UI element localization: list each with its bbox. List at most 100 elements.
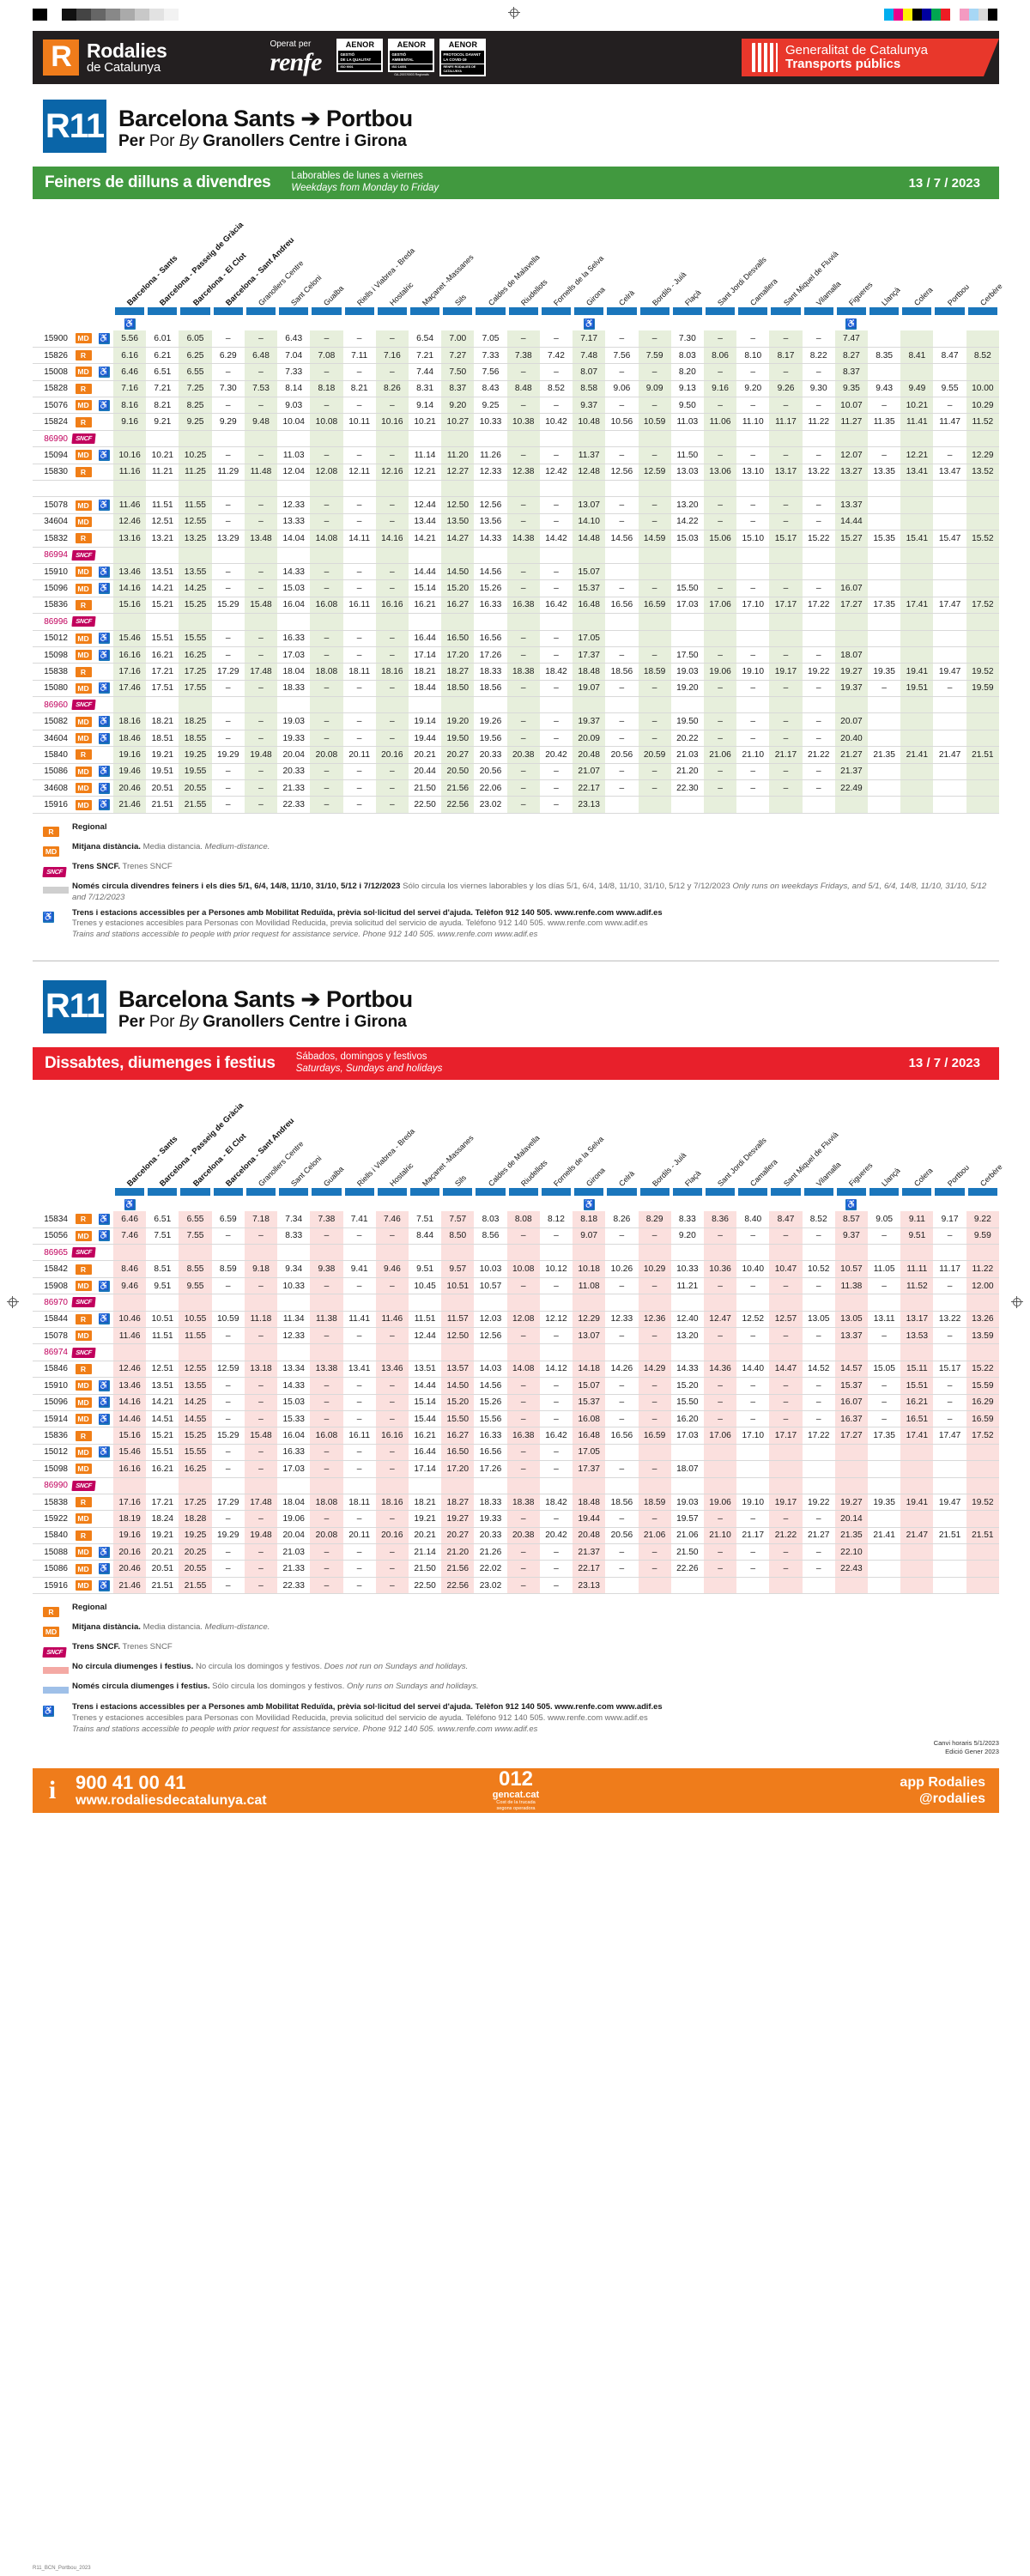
timetable-row[interactable]: 15012 MD ♿ 15.46 15.51 15.55– –16.33– – –16.44 16… [33,630,999,647]
timetable-row[interactable]: 15088 MD ♿ 20.16 20.21 20.25– –21.03– – –21.14 21… [33,1543,999,1561]
departure-time-cell: 13.53 [900,1327,934,1345]
timetable-row[interactable]: 15012 MD ♿ 15.46 15.51 15.55– –16.33– – –16.44 16… [33,1444,999,1462]
timetable-row[interactable]: 15916 MD ♿ 21.46 21.51 21.55– –22.33– – –22.50 22… [33,1577,999,1595]
timetable-row[interactable]: 15826 R 6.16 6.21 6.25 6.29 6.48 7.04 7.08 7.11 7.… [33,347,999,365]
timetable-row[interactable]: 15078 MD ♿ 11.46 11.51 11.55– –12.33– – –12.44 12… [33,496,999,514]
departure-time-cell: 16.48 [573,597,606,615]
operated-by-label: Operat per [270,39,312,49]
train-number-cell: 15076 [33,397,72,415]
train-accessible-cell: ♿ [94,496,113,514]
timetable-row[interactable]: 15840 R 19.16 19.21 19.25 19.29 19.48 20.04 20.0… [33,1527,999,1545]
departure-time-cell: 8.55 [179,1260,212,1278]
timetable-row[interactable]: 15914 MD ♿ 14.46 14.51 14.55– –15.33– – –15.44 15… [33,1410,999,1428]
accessibility-note-text: Trens i estacions accessibles per a Pers… [72,907,663,940]
timetable-row[interactable]: 15096 MD ♿ 14.16 14.21 14.25– –15.03– – –15.14 15… [33,579,999,597]
timetable-row[interactable]: 86994 SNCF [33,547,999,564]
departure-time-cell: – [703,1510,737,1528]
departure-time-cell: 15.21 [146,597,179,615]
departure-time-cell [900,1244,934,1262]
timetable-row[interactable]: 15082 MD ♿ 18.16 18.21 18.25– –19.03– – –19.14 19… [33,712,999,730]
timetable-row[interactable]: 15078 MD 11.46 11.51 11.55– –12.33– – –12.44 12.… [33,1327,999,1345]
departure-time-cell: 16.27 [441,597,475,615]
timetable-row[interactable]: 15086 MD ♿ 19.46 19.51 19.55– –20.33– – –20.44 20… [33,763,999,781]
timetable-row[interactable]: 15098 MD ♿ 16.16 16.21 16.25– –17.03– – –17.14 17… [33,646,999,664]
timetable-row[interactable]: 86974 SNCF [33,1343,999,1361]
timetable-row[interactable] [33,480,999,498]
departure-time-cell [605,547,639,564]
timetable-row[interactable]: 15824 R 9.16 9.21 9.25 9.29 9.48 10.04 10.08 10.1… [33,413,999,431]
departure-time-cell: 21.35 [868,746,901,764]
departure-time-cell [769,1477,803,1494]
timetable-row[interactable]: 15836 R 15.16 15.21 15.25 15.29 15.48 16.04 16.0… [33,597,999,615]
departure-time-cell: 16.16 [375,597,409,615]
timetable-row[interactable]: 15908 MD ♿ 9.46 9.51 9.55– –10.33– – –10.45 10.51… [33,1277,999,1295]
departure-time-cell [900,1294,934,1312]
timetable-row[interactable]: 15832 R 13.16 13.21 13.25 13.29 13.48 14.04 14.0… [33,530,999,548]
timetable-row[interactable]: 15094 MD ♿ 10.16 10.21 10.25– –11.03– – –11.14 11… [33,446,999,464]
departure-time-cell: 7.34 [277,1210,311,1228]
train-type-tag-regional: R [75,1214,92,1225]
departure-time-cell: 7.21 [408,347,442,365]
timetable-row[interactable]: 15008 MD ♿ 6.46 6.51 6.55– –7.33– – –7.44 7.50 7.5… [33,363,999,381]
departure-time-cell [802,1577,835,1595]
timetable-row[interactable]: 15916 MD ♿ 21.46 21.51 21.55– –22.33– – –22.50 22… [33,796,999,814]
timetable-row[interactable]: 86965 SNCF [33,1244,999,1262]
timetable-row[interactable]: 15098 MD 16.16 16.21 16.25– –17.03– – –17.14 17.… [33,1460,999,1478]
departure-time-cell: – [703,1227,737,1246]
timetable-row[interactable]: 86970 SNCF [33,1294,999,1312]
timetable-row[interactable]: 34608 MD ♿ 20.46 20.51 20.55– –21.33– – –21.50 21… [33,779,999,797]
departure-time-cell: – [506,779,540,797]
timetable-row[interactable]: 86990 SNCF [33,430,999,448]
departure-time-cell [146,1343,179,1361]
train-accessible-cell: ♿ [94,1577,113,1595]
timetable-row[interactable]: 15086 MD ♿ 20.46 20.51 20.55– –21.33– – –21.50 21… [33,1560,999,1578]
wheelchair-icon: ♿ [98,1563,110,1575]
departure-time-cell: – [539,730,573,748]
timetable-row[interactable]: 15836 R 15.16 15.21 15.25 15.29 15.48 16.04 16.0… [33,1427,999,1445]
departure-time-cell: – [310,1560,343,1578]
timetable-row[interactable]: 86996 SNCF [33,613,999,631]
timetable-row[interactable]: 15844 R ♿ 10.46 10.51 10.55 10.59 11.18 11.34 11.… [33,1311,999,1329]
wheelchair-icon: ♿ [583,318,595,330]
train-type-cell: MD [72,397,94,415]
timetable-row[interactable]: 15910 MD ♿ 13.46 13.51 13.55– –14.33– – –14.44 14… [33,563,999,581]
departure-time-cell: 8.33 [670,1210,704,1228]
footer-phone[interactable]: 900 41 00 41 [76,1771,186,1793]
timetable-row[interactable]: 15096 MD ♿ 14.16 14.21 14.25– –15.03– – –15.14 15… [33,1394,999,1411]
timetable-row[interactable]: 86990 SNCF [33,1477,999,1494]
timetable-row[interactable]: 15076 MD ♿ 8.16 8.21 8.25– –9.03– – –9.14 9.20 9.2… [33,397,999,415]
footer-app-block[interactable]: app Rodalies @rodalies [900,1774,985,1807]
departure-time-cell: – [868,1394,901,1411]
departure-time-cell: 11.18 [244,1311,278,1329]
timetable-row[interactable]: 15846 R 12.46 12.51 12.55 12.59 13.18 13.34 13.3… [33,1361,999,1379]
gencat-012-block[interactable]: 012 gencat.cat Cost de la trucada segons… [493,1769,539,1811]
departure-time-cell: – [769,330,803,348]
footer-website[interactable]: www.rodaliesdecatalunya.cat [76,1792,267,1808]
departure-time-cell: – [769,363,803,381]
departure-time-cell [113,1244,147,1262]
timetable-row[interactable]: 15830 R 11.16 11.21 11.25 11.29 11.48 12.04 12.0… [33,464,999,482]
legend-text-ca: Regional [72,821,107,832]
timetable-row[interactable]: 15910 MD ♿ 13.46 13.51 13.55– –14.33– – –14.44 14… [33,1377,999,1395]
timetable-row[interactable]: 15922 MD 18.19 18.24 18.28– –19.06– – –19.21 19.… [33,1510,999,1528]
departure-time-cell [900,1543,934,1561]
departure-time-cell: 7.38 [310,1210,343,1228]
timetable-row[interactable]: 15838 R 17.16 17.21 17.25 17.29 17.48 18.04 18.0… [33,663,999,681]
departure-time-cell: 19.25 [179,746,212,764]
aenor-cert-quality: AENOR GESTIÓ DE LA QUALITAT ISO 9001 [336,39,384,72]
timetable-row[interactable]: 15828 R 7.16 7.21 7.25 7.30 7.53 8.14 8.18 8.21 8.… [33,380,999,398]
timetable-row[interactable]: 15838 R 17.16 17.21 17.25 17.29 17.48 18.04 18.0… [33,1494,999,1512]
timetable-row[interactable]: 15056 MD ♿ 7.46 7.51 7.55– –8.33– – –8.44 8.50 8.5… [33,1227,999,1246]
timetable-row[interactable]: 15834 R ♿ 6.46 6.51 6.55 6.59 7.18 7.34 7.38 7.41 7… [33,1210,999,1228]
timetable-row[interactable]: 86960 SNCF [33,696,999,714]
timetable-row[interactable]: 15900 MD ♿ 5.56 6.01 6.05– –6.43– – –6.54 7.00 7.0… [33,330,999,348]
departure-time-cell: 6.43 [277,330,311,348]
timetable-row[interactable]: 15080 MD ♿ 17.46 17.51 17.55– –18.33– – –18.44 18… [33,680,999,698]
timetable-row[interactable]: 15842 R 8.46 8.51 8.55 8.59 9.18 9.34 9.38 9.41 9.… [33,1260,999,1278]
timetable-row[interactable]: 34604 MD 12.46 12.51 12.55– –13.33– – –13.44 13.… [33,513,999,531]
departure-time-cell [638,430,671,448]
timetable-row[interactable]: 34604 MD ♿ 18.46 18.51 18.55– –19.33– – –19.44 19… [33,730,999,748]
timetable-row[interactable]: 15840 R 19.16 19.21 19.25 19.29 19.48 20.04 20.0… [33,746,999,764]
station-headers-1: Barcelona - Sants Barcelona - Passeig de … [33,206,1004,307]
departure-time-cell [966,730,999,748]
